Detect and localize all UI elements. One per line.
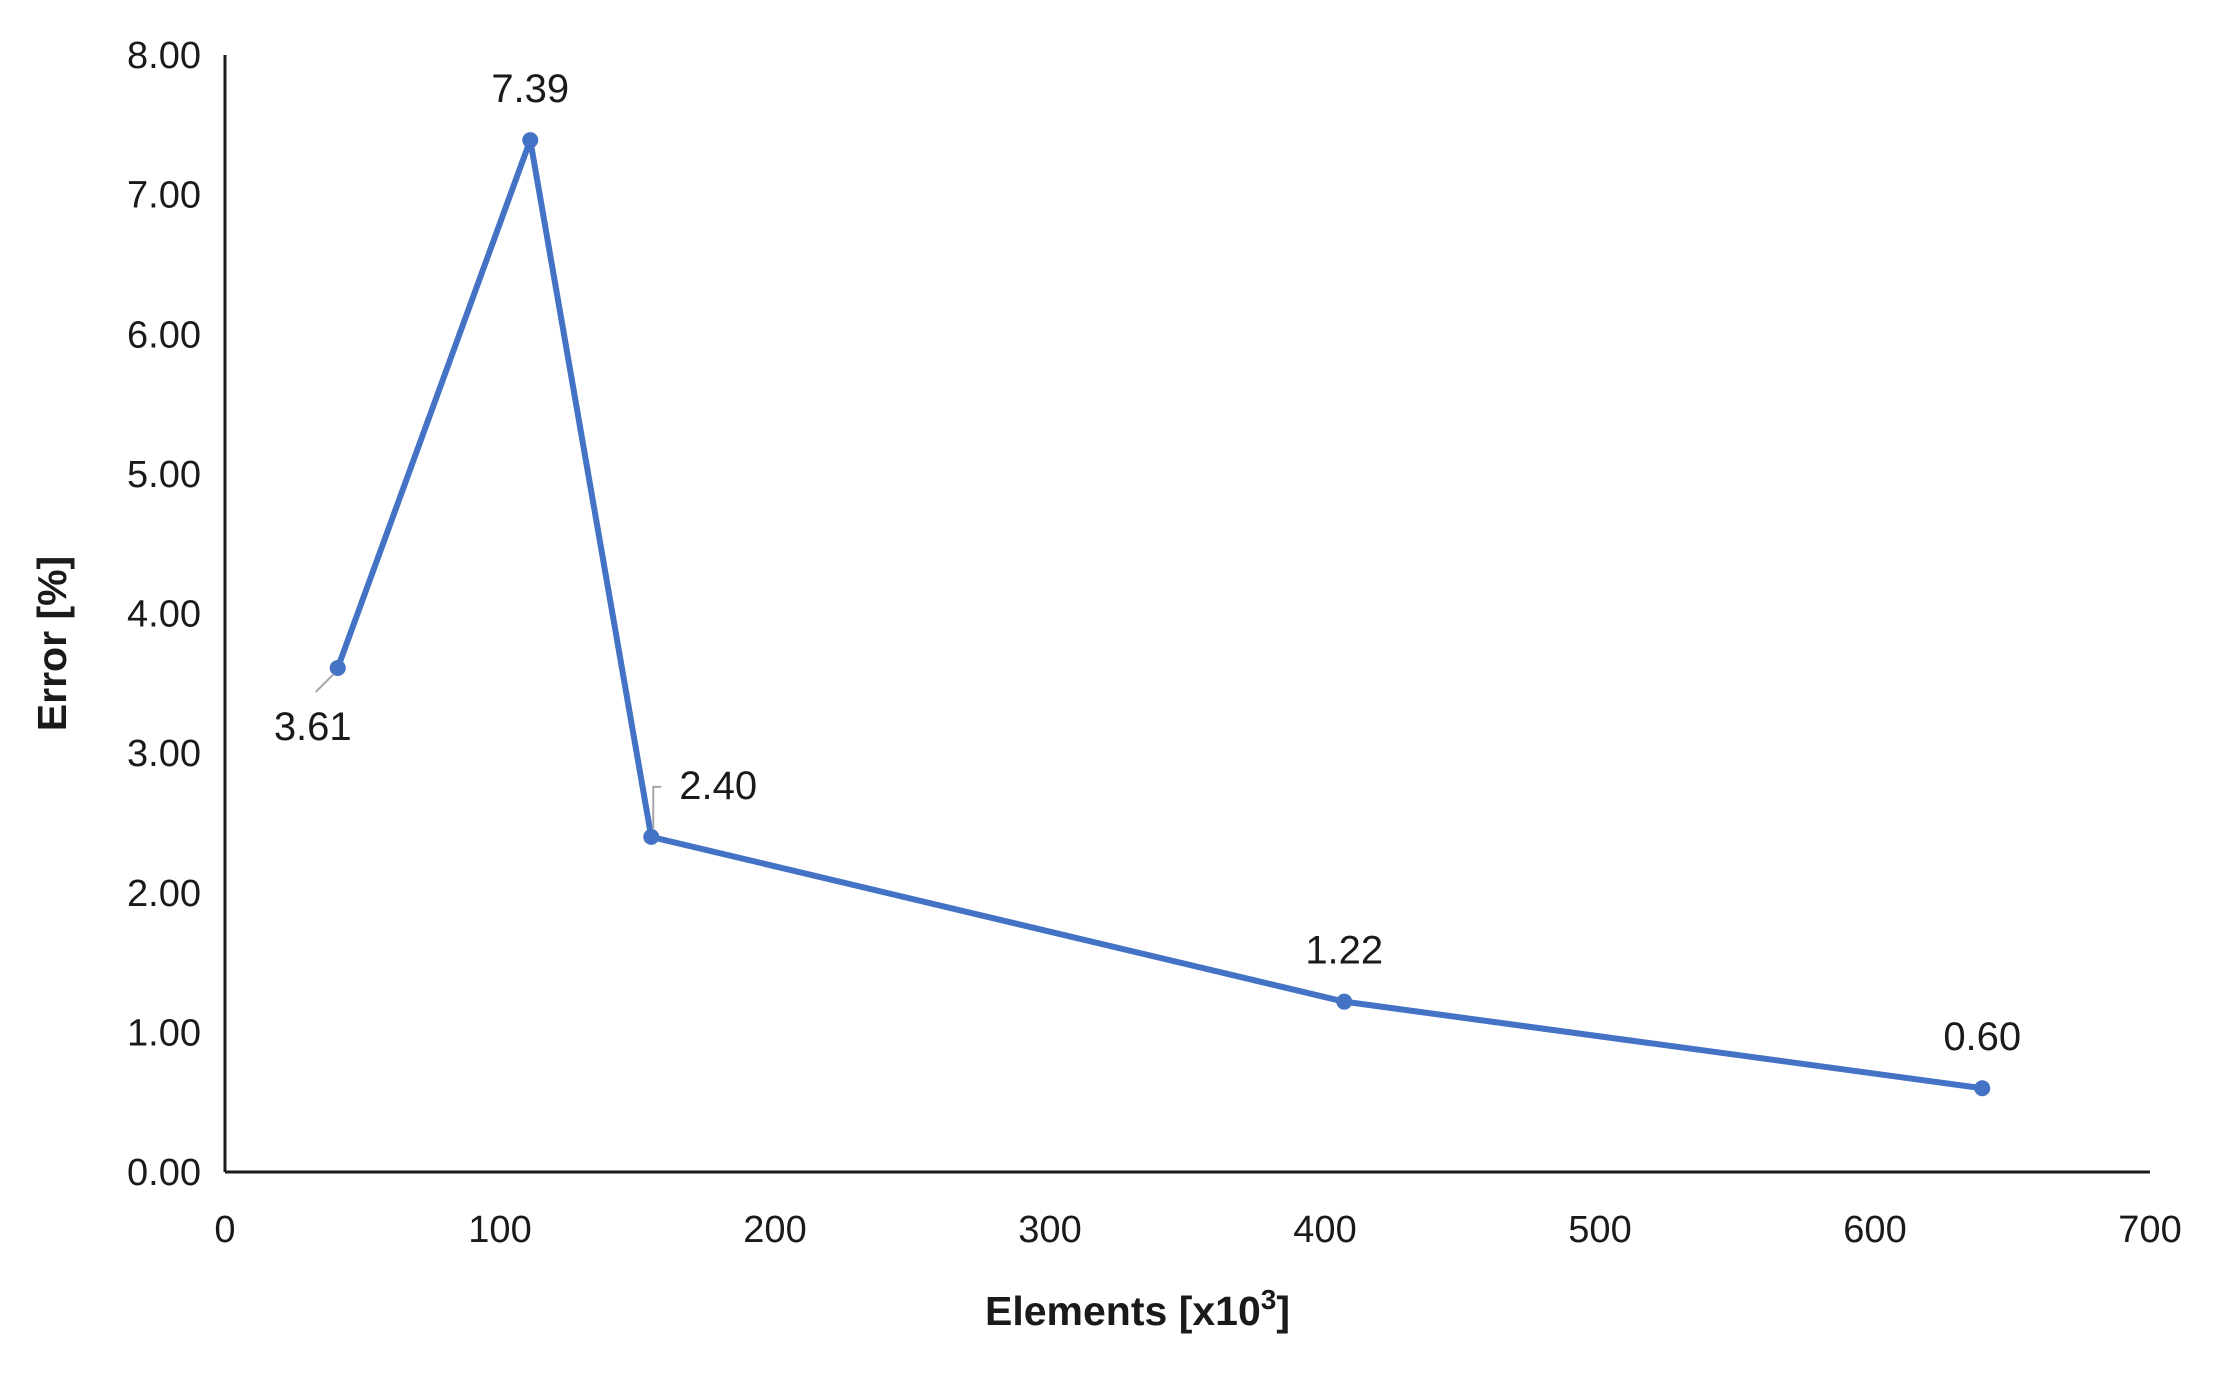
x-tick-label: 100 (468, 1209, 531, 1251)
y-tick-label: 8.00 (127, 35, 201, 77)
data-label: 1.22 (1305, 929, 1383, 973)
x-axis-title-superscript: 3 (1261, 1284, 1277, 1315)
axes (223, 55, 2150, 1174)
x-axis-title-main: Elements [x10 (985, 1288, 1261, 1334)
data-point (1974, 1080, 1991, 1097)
y-tick-label: 7.00 (127, 175, 201, 217)
y-tick-label: 2.00 (127, 873, 201, 915)
data-labels: 3.61 7.39 2.40 1.22 0.60 (274, 67, 2021, 1059)
series-line (334, 137, 1986, 1092)
x-tick-label: 300 (1018, 1209, 1081, 1251)
x-tick-label: 600 (1843, 1209, 1906, 1251)
x-axis-title: Elements [x103] (985, 1284, 1290, 1334)
x-tick-label: 500 (1568, 1209, 1631, 1251)
y-axis-title: Error [%] (29, 556, 75, 731)
data-label: 0.60 (1943, 1015, 2021, 1059)
data-label: 7.39 (491, 67, 569, 111)
x-axis-title-suffix: ] (1276, 1288, 1290, 1334)
series-group (329, 132, 1991, 1097)
y-tick-label: 6.00 (127, 314, 201, 356)
label-leader-line (652, 785, 662, 829)
x-tick-label: 700 (2118, 1209, 2181, 1251)
label-leader-line (315, 673, 335, 693)
y-tick-label: 5.00 (127, 454, 201, 496)
tick-labels: 0.00 1.00 2.00 3.00 4.00 5.00 6.00 7.00 8.00 0 100… (127, 35, 2182, 1251)
y-tick-label: 1.00 (127, 1012, 201, 1054)
data-label: 3.61 (274, 705, 352, 749)
data-point (1336, 993, 1353, 1010)
x-tick-label: 200 (743, 1209, 806, 1251)
y-tick-label: 4.00 (127, 594, 201, 636)
x-tick-label: 0 (214, 1209, 235, 1251)
data-point (522, 132, 539, 149)
data-label: 2.40 (679, 764, 757, 808)
data-point (643, 828, 660, 845)
y-tick-label: 0.00 (127, 1152, 201, 1194)
data-point (329, 659, 346, 676)
x-tick-label: 400 (1293, 1209, 1356, 1251)
y-tick-label: 3.00 (127, 733, 201, 775)
